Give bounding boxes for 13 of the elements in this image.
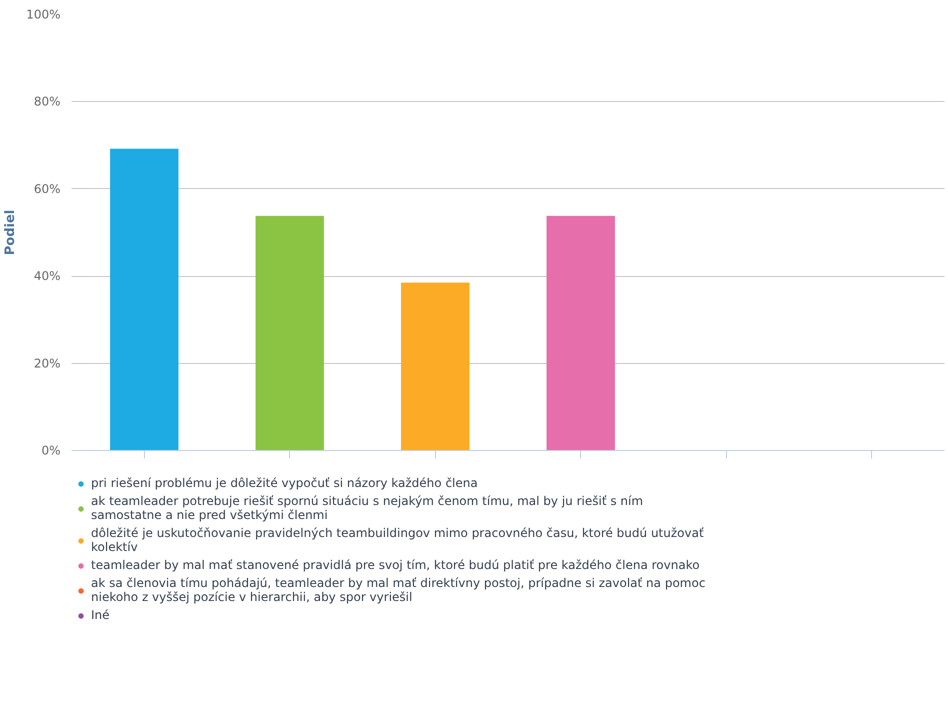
legend-label: dôležité je uskutočňovanie pravidelných teambuildingov mimo pracovného času, ktoré budú utužovať kolektív (91, 526, 704, 554)
legend-label: ak teamleader potrebuje riešiť spornú situáciu s nejakým čenom tímu, mal by ju riešiť s ním samostatne a nie pred všetkými členmi (91, 494, 644, 522)
y-tick-label: 40% (34, 269, 60, 284)
legend-label: teamleader by mal mať stanovené pravidlá pre svoj tím, ktoré budú platiť pre každého člena rovnako (91, 558, 700, 572)
y-axis-title: Podiel (3, 210, 18, 256)
legend-label: ak sa členovia tímu pohádajú, teamleader by mal mať direktívny postoj, prípadne si zavolať na pomoc niekoho z vyššej pozície v hierarchii, aby spor vyriešil (91, 576, 706, 604)
y-tick-label: 20% (34, 356, 60, 370)
y-tick-label: 80% (34, 94, 60, 109)
legend-label: pri riešení problému je dôležité vypočuť si názory každého člena (91, 476, 478, 490)
y-tick-label: 60% (34, 182, 60, 196)
y-tick-label: 100% (26, 8, 61, 22)
legend-label: Iné (91, 608, 111, 622)
y-tick-label: 0% (41, 444, 61, 458)
